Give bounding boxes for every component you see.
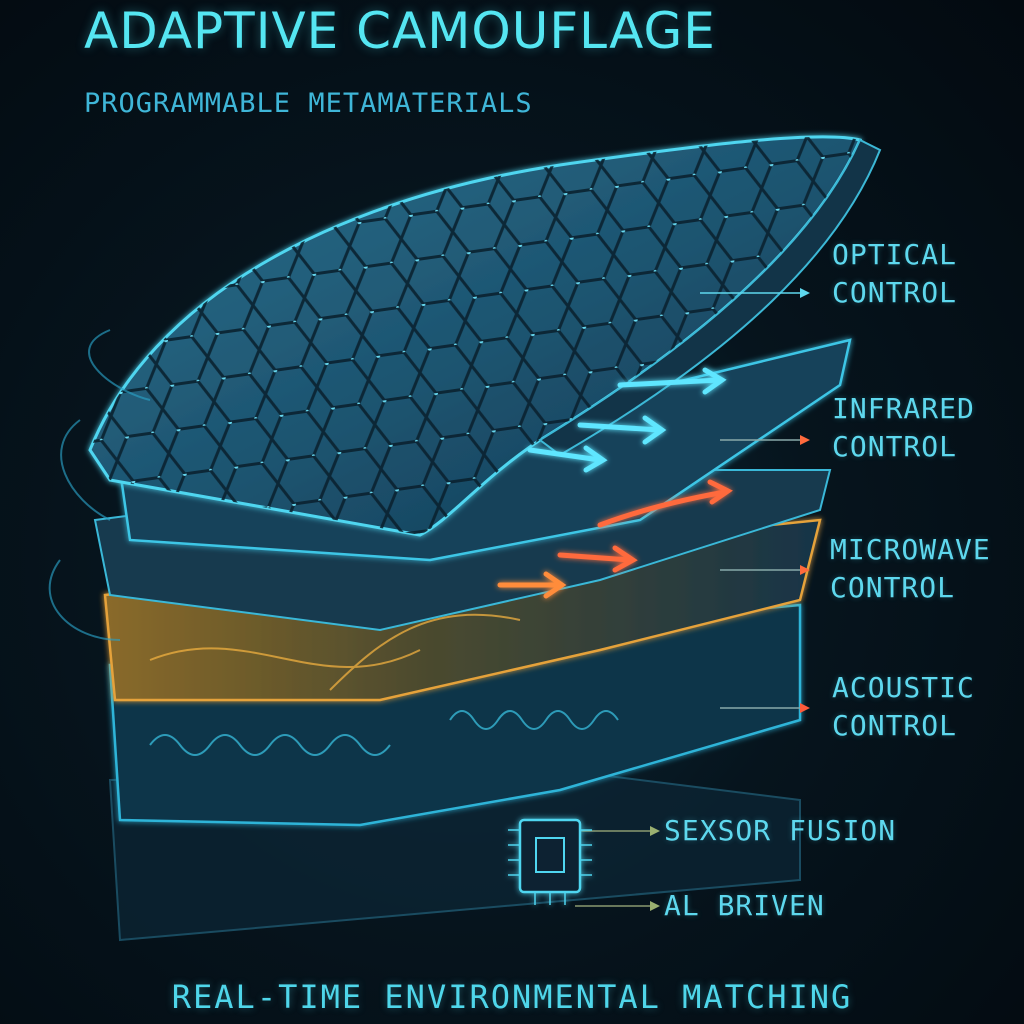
label-acoustic-control: ACOUSTIC CONTROL [832, 669, 975, 745]
label-optical-line1: OPTICAL [832, 238, 958, 271]
label-infrared-control: INFRARED CONTROL [832, 390, 975, 466]
label-infrared-line2: CONTROL [832, 430, 958, 463]
label-microwave-line2: CONTROL [830, 571, 956, 604]
page-title: ADAPTIVE CAMOUFLAGE [84, 2, 716, 60]
chip-icon [508, 818, 592, 905]
label-acoustic-line2: CONTROL [832, 709, 958, 742]
label-microwave-control: MICROWAVE CONTROL [830, 531, 991, 607]
page-subtitle: PROGRAMMABLE METAMATERIALS [84, 88, 533, 119]
footer-tagline: REAL-TIME ENVIRONMENTAL MATCHING [171, 978, 853, 1016]
label-optical-control: OPTICAL CONTROL [832, 236, 957, 312]
label-infrared-line1: INFRARED [832, 392, 975, 425]
label-acoustic-line1: ACOUSTIC [832, 671, 975, 704]
optical-top-sheet [88, 135, 882, 537]
label-ai-driven: AL BRIVEN [664, 889, 825, 922]
label-sensor-fusion: SEXSOR FUSION [664, 814, 897, 847]
optical-signal-arrows [527, 367, 727, 473]
airflow-swirls [48, 329, 151, 641]
heat-signal-arrows [497, 479, 733, 599]
label-optical-line2: CONTROL [832, 276, 958, 309]
label-microwave-line1: MICROWAVE [830, 533, 991, 566]
